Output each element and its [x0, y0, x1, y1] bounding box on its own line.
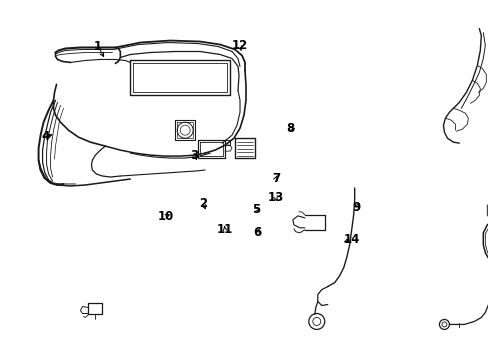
Text: 2: 2: [199, 197, 207, 210]
Text: 6: 6: [253, 226, 261, 239]
Text: 12: 12: [231, 39, 247, 52]
Text: 1: 1: [94, 40, 102, 53]
Text: 10: 10: [157, 210, 173, 223]
Text: 9: 9: [352, 201, 360, 214]
Text: 11: 11: [216, 223, 233, 236]
Text: 8: 8: [285, 122, 294, 135]
Text: 13: 13: [267, 191, 283, 204]
Text: 3: 3: [190, 149, 198, 162]
Text: 7: 7: [272, 172, 280, 185]
Text: 5: 5: [251, 203, 259, 216]
Text: 4: 4: [42, 130, 50, 144]
Text: 14: 14: [343, 233, 359, 246]
